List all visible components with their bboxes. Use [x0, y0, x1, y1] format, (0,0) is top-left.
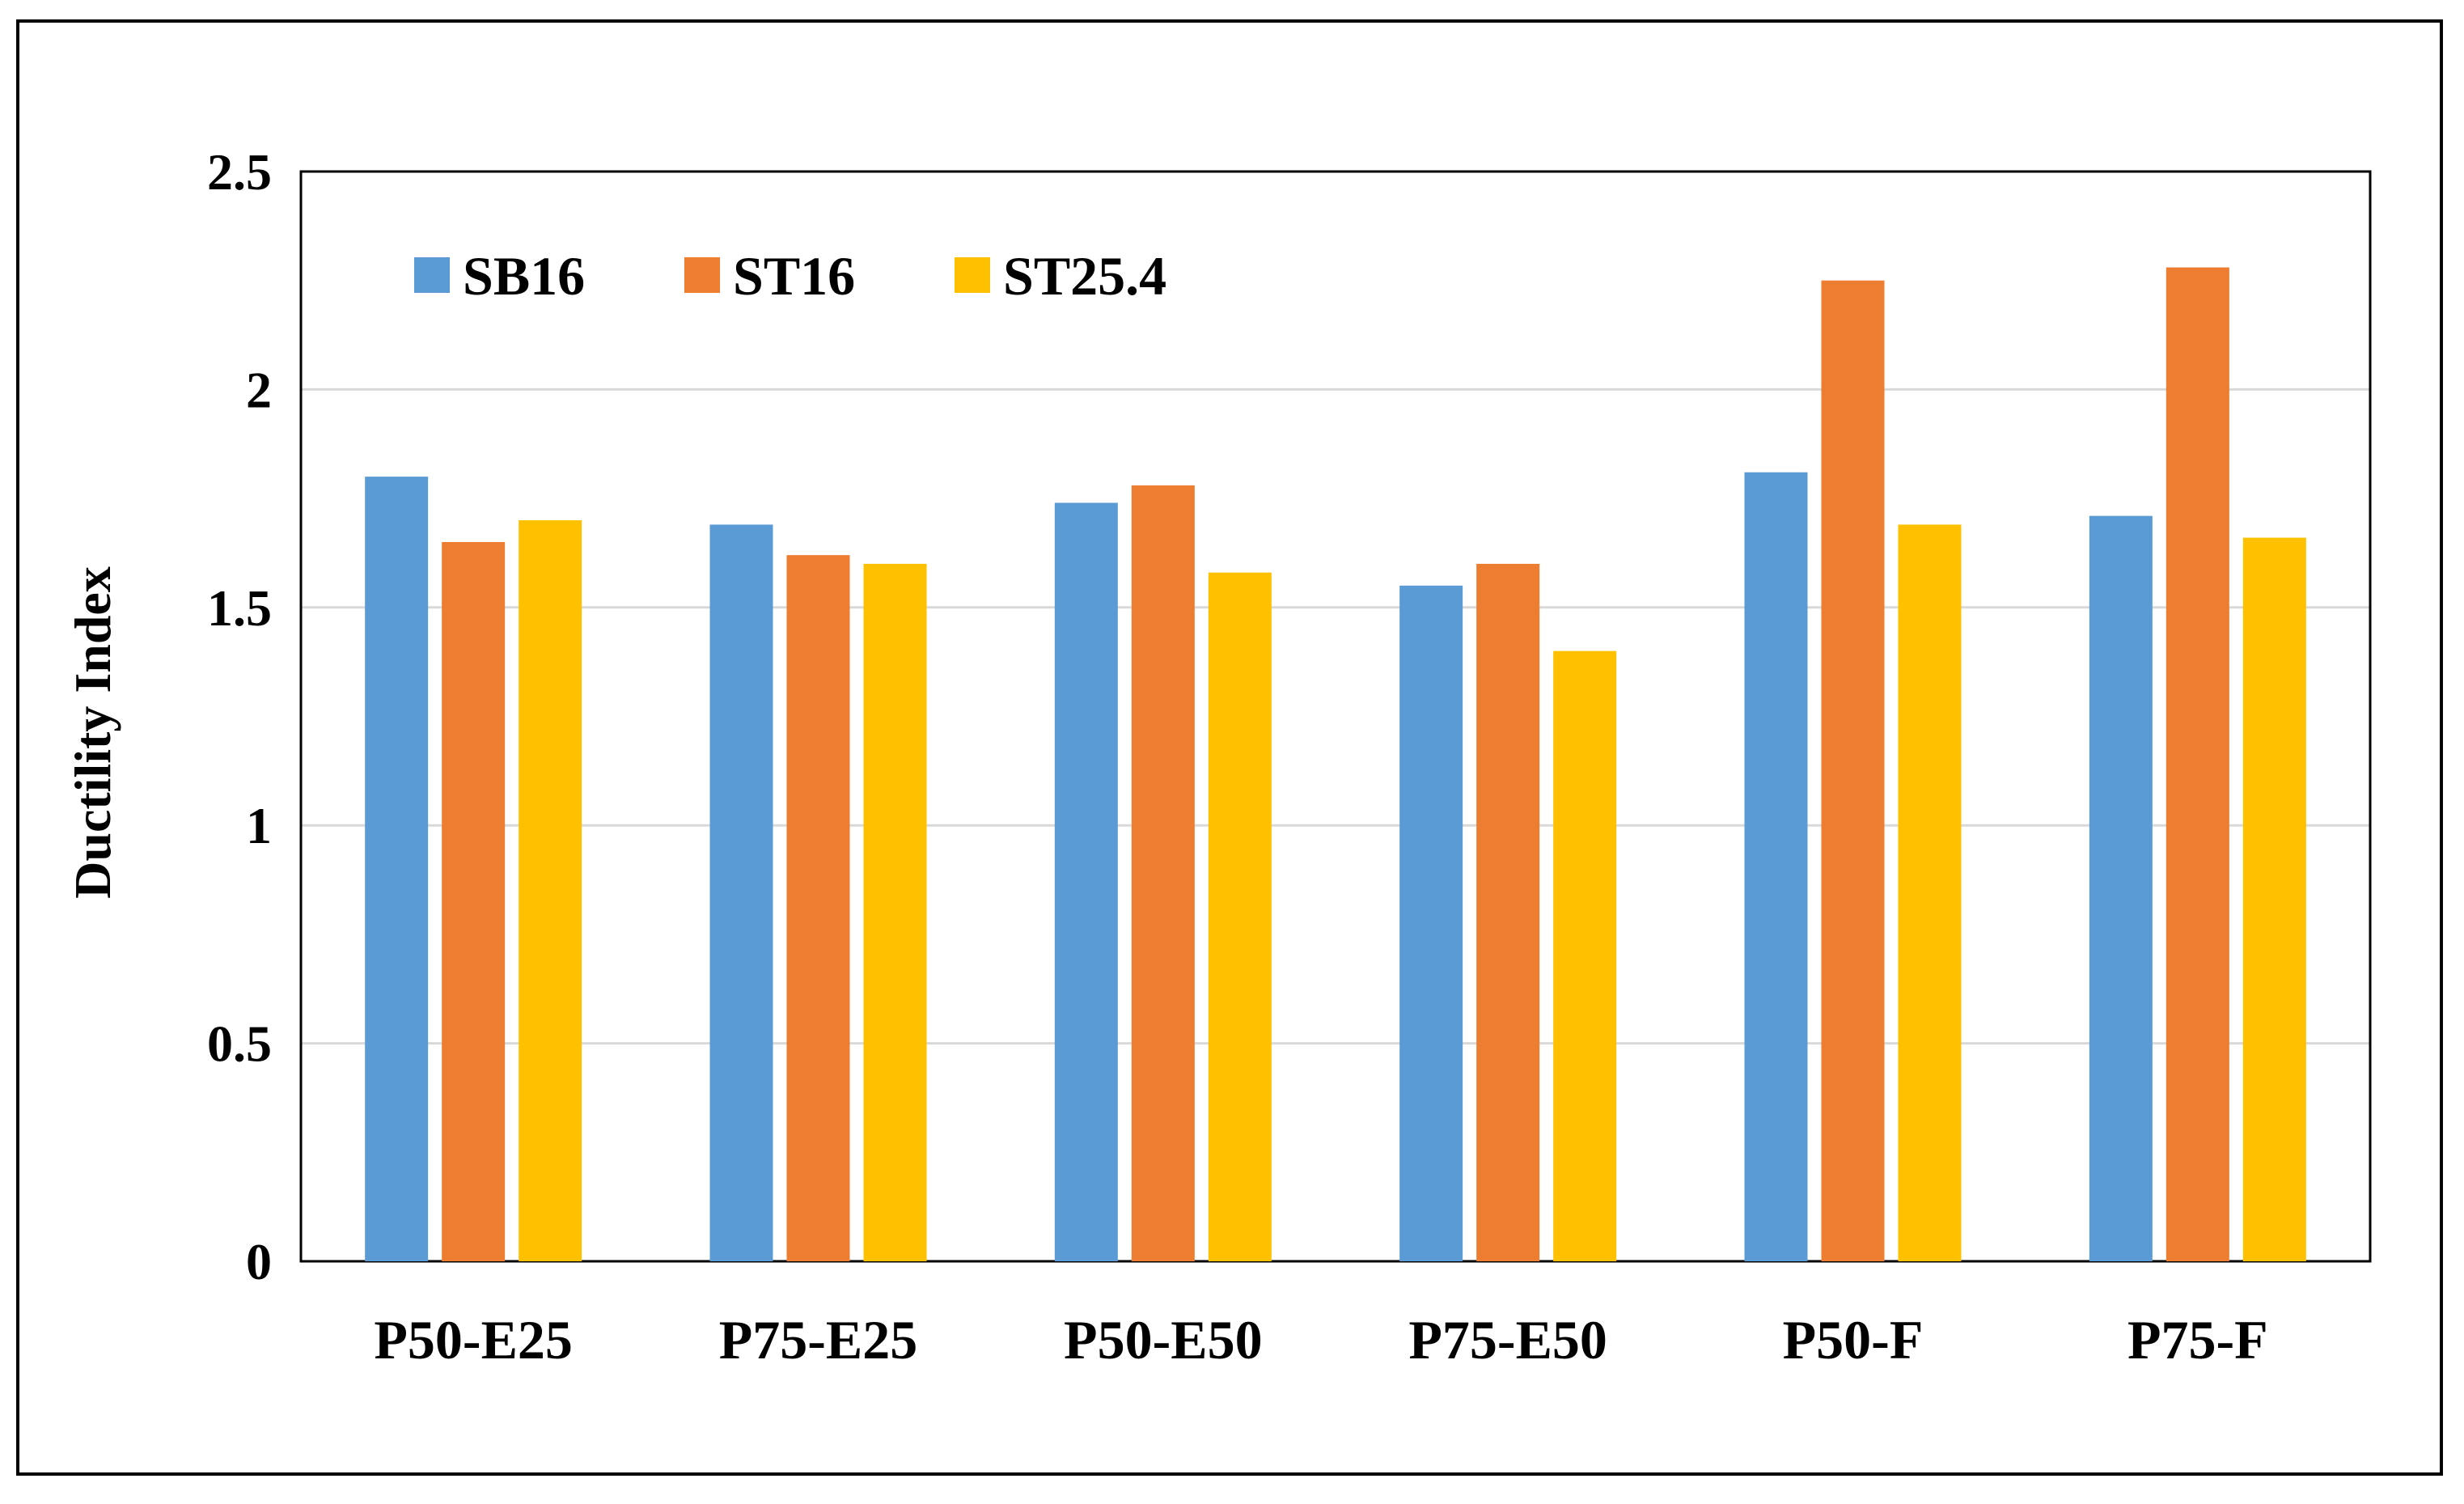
x-category-label: P75-E50: [1408, 1309, 1607, 1371]
gridlines: [301, 388, 2370, 1045]
y-tick-label: 1: [246, 797, 272, 854]
y-axis-ticks: 0 0.5 1 1.5 2 2.5: [207, 143, 272, 1290]
x-axis-categories: P50-E25 P75-E25 P50-E50 P75-E50 P50-F P75-F: [374, 1309, 2267, 1371]
y-tick-label: 2: [246, 361, 272, 418]
bar-st16-p75-f: [2166, 267, 2229, 1261]
bar-st25-4-p75-e50: [1553, 650, 1617, 1261]
legend-swatch: [414, 257, 450, 293]
bar-sb16-p75-e25: [709, 524, 773, 1261]
bar-st16-p50-e50: [1131, 485, 1195, 1261]
bars: [365, 267, 2306, 1262]
legend-label: ST25.4: [1003, 245, 1166, 307]
legend-label: ST16: [733, 245, 855, 307]
bar-sb16-p75-f: [2089, 515, 2153, 1261]
bar-st25-4-p50-e50: [1208, 572, 1272, 1261]
bar-st25-4-p50-f: [1898, 524, 1962, 1261]
x-category-label: P50-E50: [1064, 1309, 1263, 1371]
x-category-label: P75-E25: [719, 1309, 918, 1371]
bar-st16-p50-f: [1821, 280, 1885, 1262]
legend: SB16 ST16 ST25.4: [414, 245, 1166, 307]
y-axis-title: Ductility Index: [64, 566, 121, 899]
bar-st16-p75-e50: [1476, 563, 1540, 1261]
bar-sb16-p75-e50: [1399, 585, 1463, 1261]
plot-area-border: [299, 170, 2372, 1263]
bar-st16-p50-e25: [442, 541, 506, 1261]
y-tick-label: 2.5: [207, 143, 272, 201]
y-tick-label: 1.5: [207, 579, 272, 637]
x-category-label: P50-F: [1783, 1309, 1924, 1371]
legend-swatch: [684, 257, 720, 293]
bar-st16-p75-e25: [786, 555, 850, 1261]
y-tick-label: 0.5: [207, 1015, 272, 1073]
bar-st25-4-p50-e25: [519, 520, 582, 1261]
x-category-label: P75-F: [2127, 1309, 2268, 1371]
legend-swatch: [955, 257, 990, 293]
y-tick-label: 0: [246, 1233, 272, 1290]
bar-st25-4-p75-f: [2242, 537, 2306, 1261]
x-category-label: P50-E25: [374, 1309, 573, 1371]
legend-label: SB16: [463, 245, 585, 307]
bar-sb16-p50-f: [1744, 472, 1808, 1261]
bar-sb16-p50-e50: [1054, 502, 1118, 1261]
bar-st25-4-p75-e25: [863, 563, 927, 1261]
bar-sb16-p50-e25: [365, 477, 429, 1261]
